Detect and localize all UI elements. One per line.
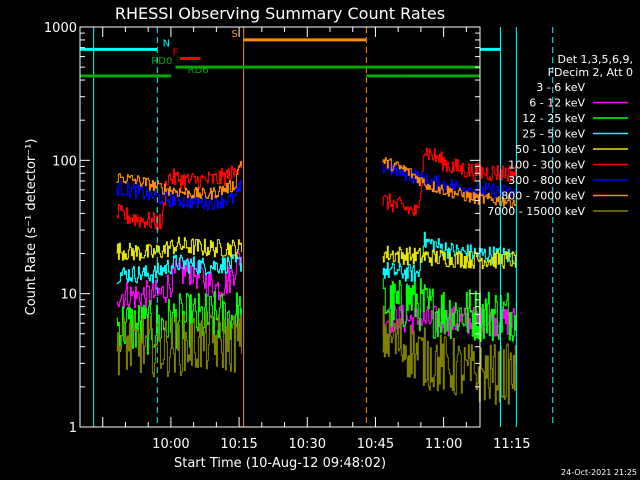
series-line-3-6-kev-1 <box>116 221 242 428</box>
legend-entry-label: 3 - 6 keV <box>536 81 585 94</box>
flag-label-n: N <box>163 38 170 49</box>
x-tick-label: 11:00 <box>425 437 462 452</box>
legend-entry-label: 300 - 800 keV <box>508 174 585 187</box>
flag-label-rd0: RD0 <box>151 56 172 67</box>
series-line-300-800-kev-1 <box>116 180 242 211</box>
series-line-50-100-kev-1 <box>116 236 242 261</box>
x-axis-label: Start Time (10-Aug-12 09:48:02) <box>174 456 386 471</box>
series-line-800-7000-kev-2 <box>382 157 517 208</box>
y-axis-label: Count Rate (s⁻¹ detector⁻¹) <box>24 139 39 316</box>
series-line-3-6-kev-2 <box>382 327 517 428</box>
chart-title: RHESSI Observing Summary Count Rates <box>115 4 445 23</box>
x-tick-label: 11:15 <box>493 437 530 452</box>
y-tick-label: 100 <box>52 154 77 169</box>
legend-header-line: Det 1,3,5,6,9, <box>557 53 633 66</box>
x-tick-label: 10:45 <box>357 437 394 452</box>
y-tick-label: 1000 <box>44 21 77 36</box>
series-line-100-300-kev-2 <box>382 147 517 216</box>
legend-entry-label: 50 - 100 keV <box>515 143 585 156</box>
y-tick-label: 1 <box>69 421 77 436</box>
axes: 1 10 100 1000 10:00 10:15 10:30 10:45 11:00 11:15 <box>44 21 531 452</box>
legend-entry-label: 6 - 12 keV <box>529 97 585 110</box>
series-line-100-300-kev-1 <box>116 160 242 231</box>
series-line-12-25-kev-2 <box>382 275 517 342</box>
plot-frame <box>79 26 481 428</box>
flag-label-f: F <box>173 48 179 59</box>
flag-label-s: S <box>231 29 237 40</box>
series-line-25-50-kev-1 <box>116 254 242 284</box>
x-tick-label: 10:30 <box>289 437 326 452</box>
legend-header-line: FDecim 2, Att 0 <box>548 66 633 79</box>
x-tick-label: 10:15 <box>220 437 257 452</box>
series-line-7000-15000-kev-1 <box>116 311 242 378</box>
series-line-12-25-kev-1 <box>116 291 242 355</box>
y-tick-label: 10 <box>60 288 77 303</box>
series-line-7000-15000-kev-2 <box>382 305 517 405</box>
legend: Det 1,3,5,6,9,FDecim 2, Att 0 3 - 6 keV 6 … <box>487 53 633 218</box>
legend-entry-label: 12 - 25 keV <box>522 112 585 125</box>
legend-entry-label: 7000 - 15000 keV <box>487 205 585 218</box>
legend-entry-label: 800 - 7000 keV <box>501 190 585 203</box>
footer-timestamp: 24-Oct-2021 21:25 <box>561 468 637 477</box>
legend-entry-label: 100 - 300 keV <box>508 159 585 172</box>
legend-entry-label: 25 - 50 keV <box>522 128 585 141</box>
series-line-50-100-kev-2 <box>382 245 517 270</box>
series-line-800-7000-kev-1 <box>116 161 242 200</box>
x-tick-label: 10:00 <box>152 437 189 452</box>
flag-label-rd6: RD6 <box>188 65 209 76</box>
